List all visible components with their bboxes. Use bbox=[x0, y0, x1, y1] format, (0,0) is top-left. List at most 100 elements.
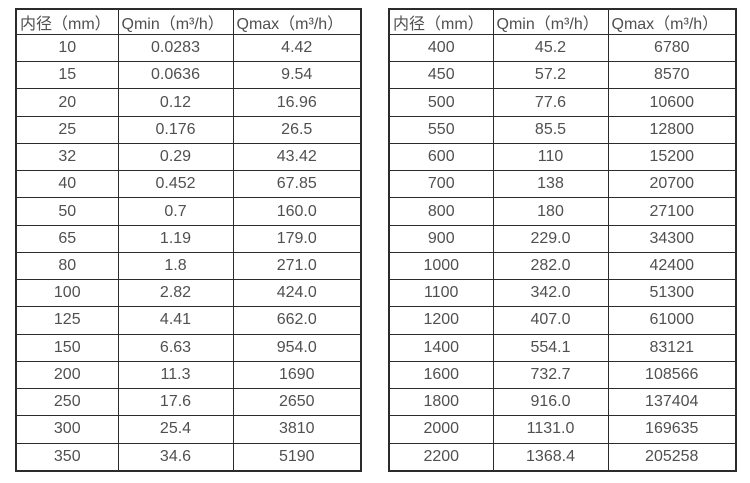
table-cell: 1.19 bbox=[117, 224, 234, 253]
table-cell: 26.5 bbox=[232, 115, 362, 144]
table-row: 2000 1131.0 169635 bbox=[388, 415, 737, 444]
table-cell: 138 bbox=[492, 170, 609, 199]
table-cell: 1800 bbox=[388, 388, 494, 417]
table-cell: 15 bbox=[15, 61, 119, 90]
table-cell: 1400 bbox=[388, 333, 494, 362]
table-cell: 10 bbox=[15, 33, 119, 63]
table-cell: 65 bbox=[15, 224, 119, 253]
column-header: 内径（mm） bbox=[388, 8, 494, 35]
table-cell: 6.63 bbox=[117, 333, 234, 362]
table-cell: 2650 bbox=[232, 388, 362, 417]
table-cell: 180 bbox=[492, 197, 609, 226]
table-cell: 12800 bbox=[607, 115, 737, 144]
table-cell: 205258 bbox=[607, 442, 737, 472]
table-cell: 20 bbox=[15, 88, 119, 117]
table-cell: 0.176 bbox=[117, 115, 234, 144]
column-header: Qmin（m³/h） bbox=[117, 8, 234, 35]
column-header: Qmax（m³/h） bbox=[232, 8, 362, 35]
table-row: 1800 916.0 137404 bbox=[388, 388, 737, 417]
flow-rate-table-small-diameters: 内径（mm） Qmin（m³/h） Qmax（m³/h） 10 0.0283 4.42 1… bbox=[15, 8, 362, 472]
table-cell: 2.82 bbox=[117, 279, 234, 308]
table-cell: 0.452 bbox=[117, 170, 234, 199]
flow-rate-table-large-diameters: 内径（mm） Qmin（m³/h） Qmax（m³/h） 400 45.2 6780 45… bbox=[388, 8, 737, 472]
table-row: 700 138 20700 bbox=[388, 170, 737, 199]
table-cell: 108566 bbox=[607, 360, 737, 390]
table-row: 500 77.6 10600 bbox=[388, 88, 737, 117]
table-cell: 10600 bbox=[607, 88, 737, 117]
table-cell: 700 bbox=[388, 170, 494, 199]
table-cell: 500 bbox=[388, 88, 494, 117]
table-cell: 20700 bbox=[607, 170, 737, 199]
table-cell: 250 bbox=[15, 388, 119, 417]
column-header: Qmin（m³/h） bbox=[492, 8, 609, 35]
table-cell: 9.54 bbox=[232, 61, 362, 90]
table-cell: 900 bbox=[388, 224, 494, 253]
table-cell: 1600 bbox=[388, 360, 494, 390]
table-cell: 100 bbox=[15, 279, 119, 308]
table-cell: 57.2 bbox=[492, 61, 609, 90]
table-cell: 2200 bbox=[388, 442, 494, 472]
table-row: 2200 1368.4 205258 bbox=[388, 442, 737, 472]
table-row: 150 6.63 954.0 bbox=[15, 333, 362, 362]
table-row: 100 2.82 424.0 bbox=[15, 279, 362, 308]
table-cell: 25.4 bbox=[117, 415, 234, 444]
table-cell: 16.96 bbox=[232, 88, 362, 117]
table-row: 1200 407.0 61000 bbox=[388, 306, 737, 335]
table-cell: 450 bbox=[388, 61, 494, 90]
table-cell: 342.0 bbox=[492, 279, 609, 308]
table-row: 80 1.8 271.0 bbox=[15, 251, 362, 281]
table-row: 800 180 27100 bbox=[388, 197, 737, 226]
table-cell: 25 bbox=[15, 115, 119, 144]
table-cell: 34300 bbox=[607, 224, 737, 253]
table-cell: 45.2 bbox=[492, 33, 609, 63]
table-cell: 169635 bbox=[607, 415, 737, 444]
table-cell: 0.7 bbox=[117, 197, 234, 226]
table-row: 200 11.3 1690 bbox=[15, 360, 362, 390]
table-cell: 282.0 bbox=[492, 251, 609, 281]
column-header: Qmax（m³/h） bbox=[607, 8, 737, 35]
table-cell: 554.1 bbox=[492, 333, 609, 362]
table-row: 40 0.452 67.85 bbox=[15, 170, 362, 199]
table-cell: 85.5 bbox=[492, 115, 609, 144]
table-row: 300 25.4 3810 bbox=[15, 415, 362, 444]
table-cell: 229.0 bbox=[492, 224, 609, 253]
table-row: 1000 282.0 42400 bbox=[388, 251, 737, 281]
table-row: 65 1.19 179.0 bbox=[15, 224, 362, 253]
table-row: 400 45.2 6780 bbox=[388, 33, 737, 63]
table-cell: 43.42 bbox=[232, 142, 362, 172]
table-row: 550 85.5 12800 bbox=[388, 115, 737, 144]
table-row: 450 57.2 8570 bbox=[388, 61, 737, 90]
table-cell: 179.0 bbox=[232, 224, 362, 253]
table-cell: 3810 bbox=[232, 415, 362, 444]
table-cell: 61000 bbox=[607, 306, 737, 335]
table-cell: 4.42 bbox=[232, 33, 362, 63]
table-cell: 1.8 bbox=[117, 251, 234, 281]
table-row: 32 0.29 43.42 bbox=[15, 142, 362, 172]
table-cell: 600 bbox=[388, 142, 494, 172]
table-cell: 916.0 bbox=[492, 388, 609, 417]
table-cell: 1000 bbox=[388, 251, 494, 281]
table-cell: 1200 bbox=[388, 306, 494, 335]
table-row: 1400 554.1 83121 bbox=[388, 333, 737, 362]
table-cell: 1131.0 bbox=[492, 415, 609, 444]
table-cell: 160.0 bbox=[232, 197, 362, 226]
table-cell: 5190 bbox=[232, 442, 362, 472]
table-cell: 424.0 bbox=[232, 279, 362, 308]
table-cell: 50 bbox=[15, 197, 119, 226]
table-cell: 27100 bbox=[607, 197, 737, 226]
table-cell: 40 bbox=[15, 170, 119, 199]
table-cell: 34.6 bbox=[117, 442, 234, 472]
table-cell: 8570 bbox=[607, 61, 737, 90]
table-row: 25 0.176 26.5 bbox=[15, 115, 362, 144]
table-cell: 1100 bbox=[388, 279, 494, 308]
table-row: 350 34.6 5190 bbox=[15, 442, 362, 472]
table-cell: 51300 bbox=[607, 279, 737, 308]
table-cell: 662.0 bbox=[232, 306, 362, 335]
table-cell: 271.0 bbox=[232, 251, 362, 281]
table-cell: 0.12 bbox=[117, 88, 234, 117]
table-cell: 2000 bbox=[388, 415, 494, 444]
table-cell: 1690 bbox=[232, 360, 362, 390]
table-cell: 0.0636 bbox=[117, 61, 234, 90]
table-row: 15 0.0636 9.54 bbox=[15, 61, 362, 90]
